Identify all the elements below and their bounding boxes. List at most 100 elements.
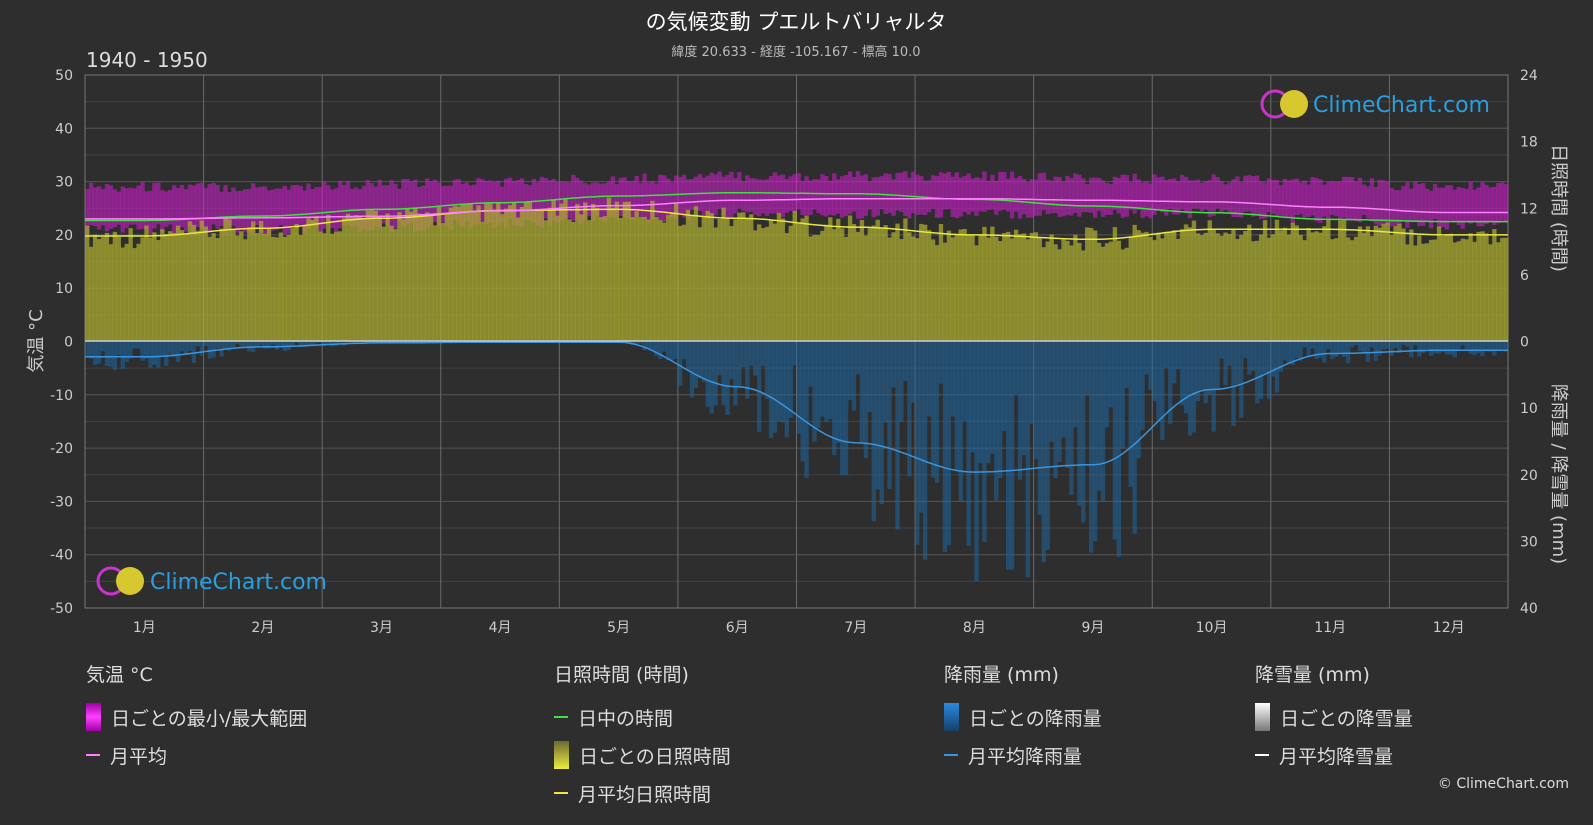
sunshine-bar (642, 216, 647, 342)
sunshine-bar (1120, 249, 1125, 342)
rain-bar (357, 341, 363, 343)
sunshine-bar (365, 210, 370, 342)
rain-bar (1144, 341, 1149, 375)
sunshine-bar (594, 207, 600, 342)
sunshine-bar (424, 212, 430, 342)
temp-range-bar (1262, 182, 1268, 219)
sunshine-bar (753, 230, 758, 342)
legend-temperature: 気温 °C 日ごとの最小/最大範囲 月平均 (86, 660, 307, 774)
sunshine-bar (488, 202, 493, 342)
sunshine-bar (970, 234, 975, 342)
rain-bar (140, 341, 145, 361)
sunshine-bar (990, 226, 995, 342)
sunshine-bar (1195, 233, 1201, 342)
rain-bar (160, 341, 165, 357)
temp-range-bar (1120, 174, 1125, 218)
sunshine-bar (207, 236, 212, 342)
rain-bar (1239, 341, 1244, 418)
rain-bar (713, 341, 718, 406)
rain-bar (1183, 341, 1189, 414)
sunshine-bar (270, 236, 276, 342)
rain-bar (990, 341, 995, 454)
temp-range-bar (911, 171, 916, 214)
sunshine-bar (1373, 225, 1378, 342)
temp-range-bar (1444, 185, 1450, 230)
sunshine-bar (85, 225, 90, 342)
temp-range-bar (753, 178, 758, 215)
sunshine-bar (887, 237, 892, 342)
temp-range-bar (867, 181, 873, 210)
rain-bar (689, 341, 695, 398)
sunshine-bar (1227, 233, 1232, 342)
temp-range-bar (160, 190, 165, 233)
rain-bar (1428, 341, 1434, 357)
rain-bar (1005, 341, 1011, 570)
temp-range-bar (1235, 176, 1240, 218)
sunshine-bar (413, 208, 418, 342)
sunshine-bar (567, 219, 572, 342)
temp-range-bar (745, 175, 750, 213)
temp-avg-line (85, 197, 1508, 220)
rain-bar (227, 341, 232, 351)
sunshine-bar (219, 228, 224, 342)
left-axis-ticks: 50 40 30 20 10 0 -10 -20 -30 -40 -50 (50, 68, 73, 617)
sunshine-bar (278, 232, 284, 342)
sunshine-bar (1231, 229, 1236, 342)
temp-range-bar (839, 176, 845, 218)
legend-item: 月平均降雪量 (1255, 736, 1413, 774)
temp-range-bar (1468, 182, 1473, 224)
sunshine-bar (1160, 238, 1165, 342)
sunshine-bar (875, 219, 880, 342)
rain-bar (1108, 341, 1114, 408)
temp-range-bar (274, 188, 280, 230)
temp-range-bar (1175, 181, 1181, 215)
rain-bar (1096, 341, 1102, 491)
temp-range-bar (875, 177, 880, 216)
rain-bar (144, 341, 149, 359)
temp-range-bar (843, 175, 849, 217)
rain-bar (1345, 341, 1351, 364)
x-tick-label: 9月 (1081, 620, 1104, 636)
temp-range-bar (543, 177, 548, 219)
sunshine-bar (156, 240, 161, 342)
sunshine-bar (1191, 220, 1197, 342)
temp-range-bar (1132, 173, 1137, 214)
rain-bar (1421, 341, 1426, 353)
temp-range-bar (1330, 181, 1335, 215)
rain-bar (1085, 341, 1090, 396)
sunshine-bar (1381, 223, 1386, 342)
rain-bar (970, 341, 975, 453)
temp-range-bar (776, 175, 782, 213)
rain-bar (986, 341, 991, 464)
rain-bar (1207, 341, 1212, 395)
sunshine-bar (776, 212, 782, 342)
rain-bar (930, 341, 936, 478)
sunshine-bar (1021, 233, 1027, 342)
copyright: © ClimeChart.com (1437, 776, 1569, 792)
temp-range-bar (456, 178, 461, 224)
temp-range-bar (756, 179, 762, 217)
sunshine-bar (1270, 234, 1276, 342)
sunshine-bar (235, 235, 240, 342)
sunshine-bar (432, 225, 438, 342)
sunshine-bar (397, 212, 402, 342)
rain-bar (875, 341, 880, 490)
sunshine-bar (1045, 241, 1050, 342)
temp-range-bar (1428, 190, 1434, 229)
rain-bar (353, 341, 359, 343)
sunshine-bar (168, 231, 173, 342)
sunshine-bar (535, 209, 540, 342)
rain-bar (1148, 341, 1153, 390)
rain-bar (749, 341, 754, 366)
rain-bar (816, 341, 821, 429)
sunshine-bar (1369, 236, 1375, 342)
rain-bar (895, 341, 900, 530)
sunshine-bar (361, 218, 367, 342)
temp-range-bar (1318, 179, 1323, 223)
rain-bar (756, 341, 762, 432)
temp-range-bar (282, 186, 287, 235)
rain-bar (1160, 341, 1165, 440)
rain-bar (994, 341, 999, 501)
sunshine-bar (847, 215, 853, 342)
temp-range-bar (1172, 178, 1177, 215)
